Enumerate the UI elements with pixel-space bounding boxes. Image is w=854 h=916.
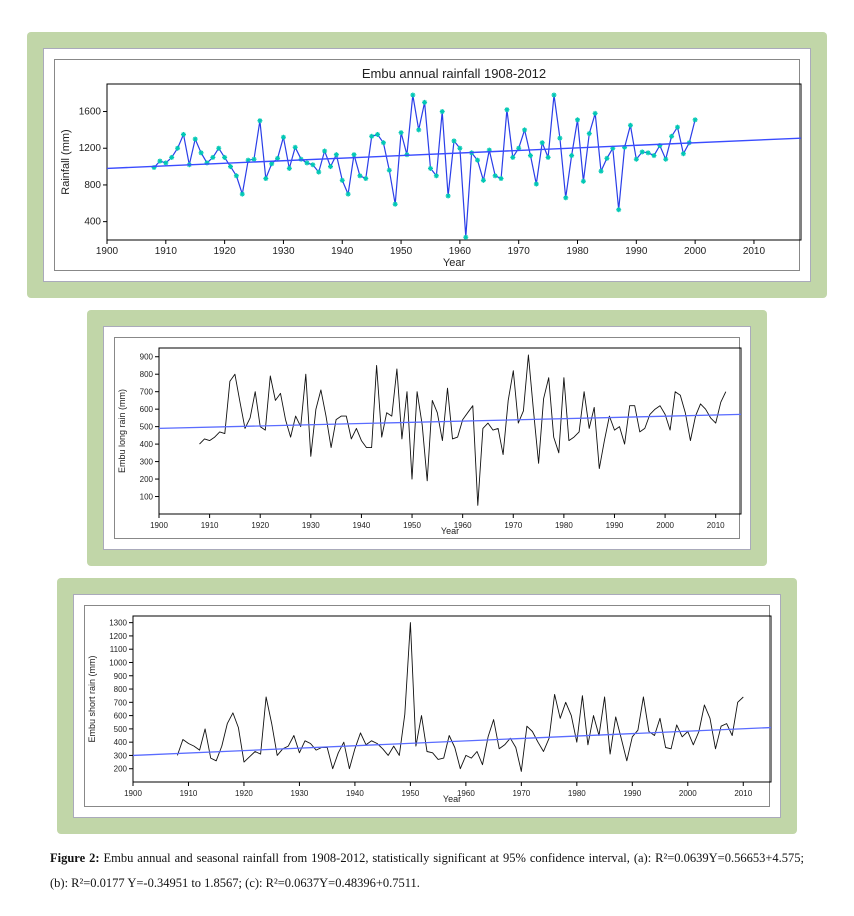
caption-prefix: Figure 2: [50,851,100,865]
svg-text:1910: 1910 [155,246,178,257]
svg-text:2010: 2010 [743,246,766,257]
svg-text:400: 400 [84,217,101,228]
svg-text:1980: 1980 [566,246,589,257]
svg-text:1950: 1950 [401,789,419,798]
svg-text:600: 600 [114,712,128,721]
svg-text:1980: 1980 [555,521,573,530]
svg-text:200: 200 [140,475,154,484]
svg-text:1950: 1950 [403,521,421,530]
svg-text:1000: 1000 [109,658,127,667]
svg-text:1930: 1930 [272,246,295,257]
svg-text:2000: 2000 [656,521,674,530]
svg-text:100: 100 [140,493,154,502]
svg-text:Embu annual rainfall 1908-2012: Embu annual rainfall 1908-2012 [362,66,546,81]
chart-a-frame: Embu annual rainfall 1908-2012 1900 1910 19… [27,32,827,298]
svg-text:1980: 1980 [568,789,586,798]
chart-a-border: Embu annual rainfall 1908-2012 1900 1910 19… [43,48,811,282]
svg-text:1950: 1950 [390,246,413,257]
chart-b-frame: 1900191019201930194019501960197019801990… [87,310,767,566]
svg-text:1990: 1990 [625,246,648,257]
svg-text:300: 300 [140,458,154,467]
svg-text:2000: 2000 [684,246,707,257]
chart-b-svg: 1900191019201930194019501960197019801990… [115,338,755,538]
svg-text:200: 200 [114,765,128,774]
figure-caption: Figure 2: Embu annual and seasonal rainf… [50,846,804,896]
chart-b-surface: 1900191019201930194019501960197019801990… [114,337,740,539]
svg-text:900: 900 [114,672,128,681]
svg-text:1200: 1200 [79,143,102,154]
chart-a-svg: Embu annual rainfall 1908-2012 1900 1910 19… [55,60,815,270]
svg-text:1200: 1200 [109,632,127,641]
svg-text:Year: Year [443,794,461,804]
svg-text:1970: 1970 [508,246,531,257]
svg-text:Embu long rain (mm): Embu long rain (mm) [117,389,127,473]
svg-text:Embu short rain (mm): Embu short rain (mm) [87,655,97,742]
svg-text:Year: Year [443,257,466,269]
svg-text:1920: 1920 [251,521,269,530]
svg-text:Year: Year [441,526,459,536]
svg-text:1920: 1920 [235,789,253,798]
svg-text:1100: 1100 [110,645,128,654]
svg-text:700: 700 [114,698,128,707]
svg-text:1910: 1910 [180,789,198,798]
svg-text:1990: 1990 [623,789,641,798]
svg-text:900: 900 [140,353,154,362]
svg-text:500: 500 [114,725,128,734]
chart-c-border: 1900191019201930194019501960197019801990… [73,594,781,818]
svg-text:1920: 1920 [214,246,237,257]
svg-text:1960: 1960 [449,246,472,257]
chart-b-border: 1900191019201930194019501960197019801990… [103,326,751,550]
svg-text:1300: 1300 [109,619,127,628]
svg-text:1600: 1600 [79,107,102,118]
svg-text:800: 800 [114,685,128,694]
svg-text:1970: 1970 [504,521,522,530]
svg-text:1930: 1930 [291,789,309,798]
svg-text:800: 800 [84,180,101,191]
svg-text:400: 400 [140,440,154,449]
svg-text:800: 800 [140,370,154,379]
svg-text:1940: 1940 [353,521,371,530]
svg-text:400: 400 [114,738,128,747]
svg-text:2010: 2010 [707,521,725,530]
svg-text:1970: 1970 [512,789,530,798]
svg-text:1910: 1910 [201,521,219,530]
svg-text:1930: 1930 [302,521,320,530]
svg-text:300: 300 [114,751,128,760]
svg-text:2010: 2010 [734,789,752,798]
svg-text:1900: 1900 [150,521,168,530]
svg-text:1940: 1940 [346,789,364,798]
chart-c-frame: 1900191019201930194019501960197019801990… [57,578,797,834]
chart-c-svg: 1900191019201930194019501960197019801990… [85,606,785,806]
svg-text:1900: 1900 [96,246,119,257]
svg-text:500: 500 [140,423,154,432]
svg-text:1900: 1900 [124,789,142,798]
svg-text:1990: 1990 [606,521,624,530]
chart-a-surface: Embu annual rainfall 1908-2012 1900 1910 19… [54,59,800,271]
svg-text:600: 600 [140,405,154,414]
svg-text:1940: 1940 [331,246,354,257]
svg-text:700: 700 [140,388,154,397]
chart-c-surface: 1900191019201930194019501960197019801990… [84,605,770,807]
svg-text:Rainfall (mm): Rainfall (mm) [60,129,72,194]
svg-text:2000: 2000 [679,789,697,798]
